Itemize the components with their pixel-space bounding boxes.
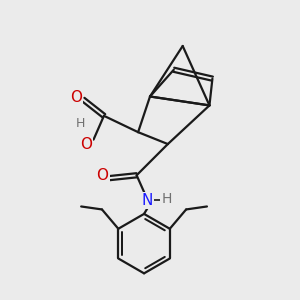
Text: O: O [70, 91, 82, 106]
Text: H: H [76, 117, 85, 130]
Text: O: O [96, 168, 108, 183]
Text: N: N [141, 193, 153, 208]
Text: H: H [161, 192, 172, 206]
Text: O: O [80, 136, 92, 152]
